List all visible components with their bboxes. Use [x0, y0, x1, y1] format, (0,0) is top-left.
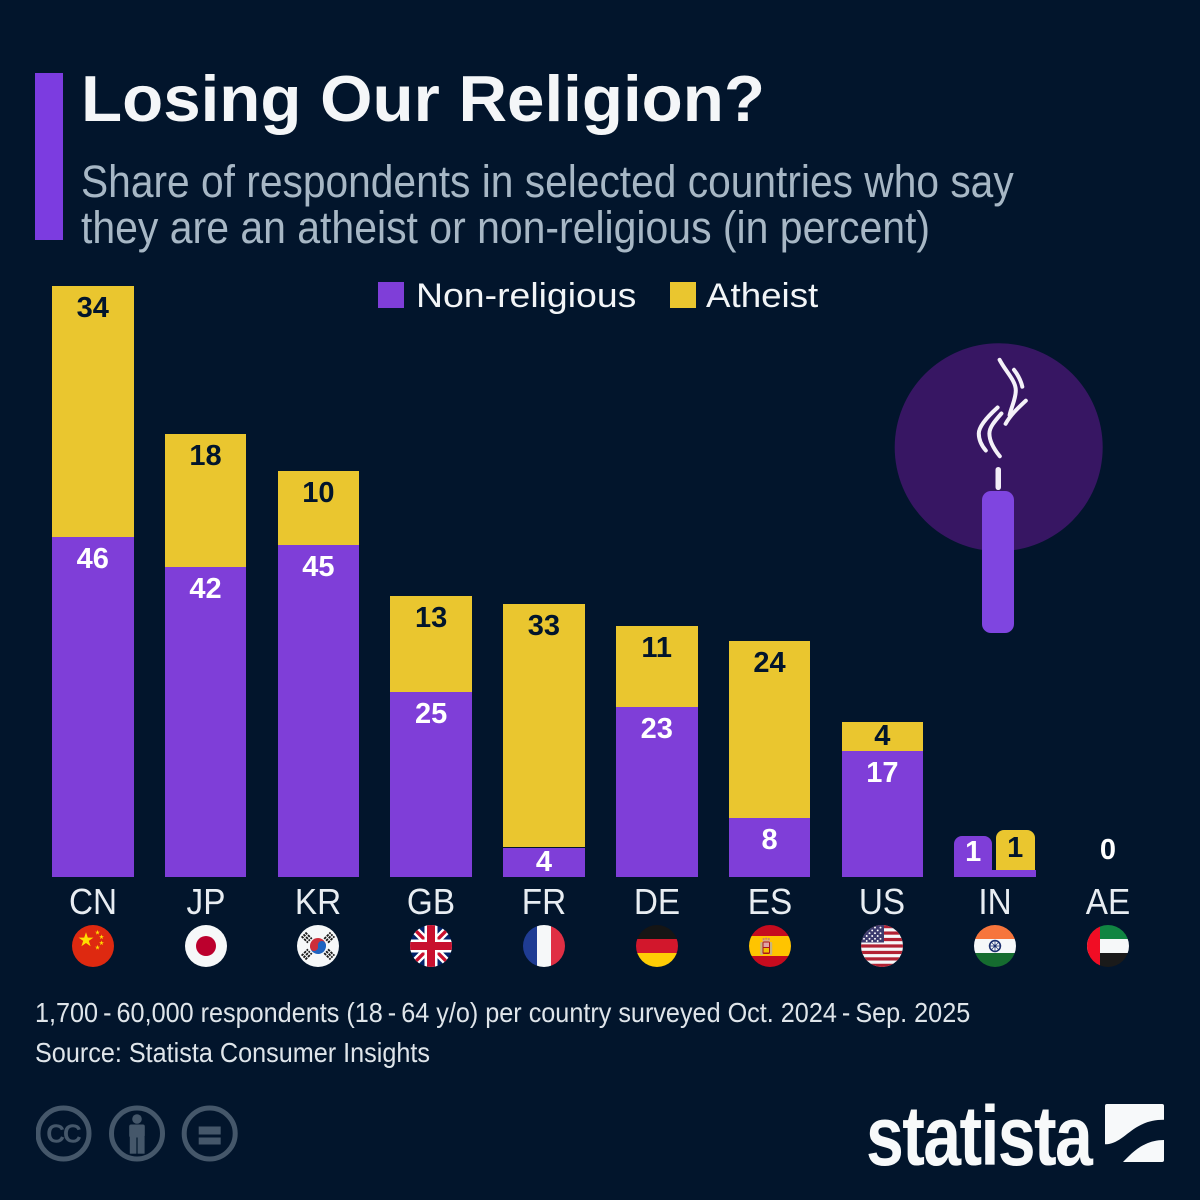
svg-text:CC: CC	[46, 1119, 82, 1149]
